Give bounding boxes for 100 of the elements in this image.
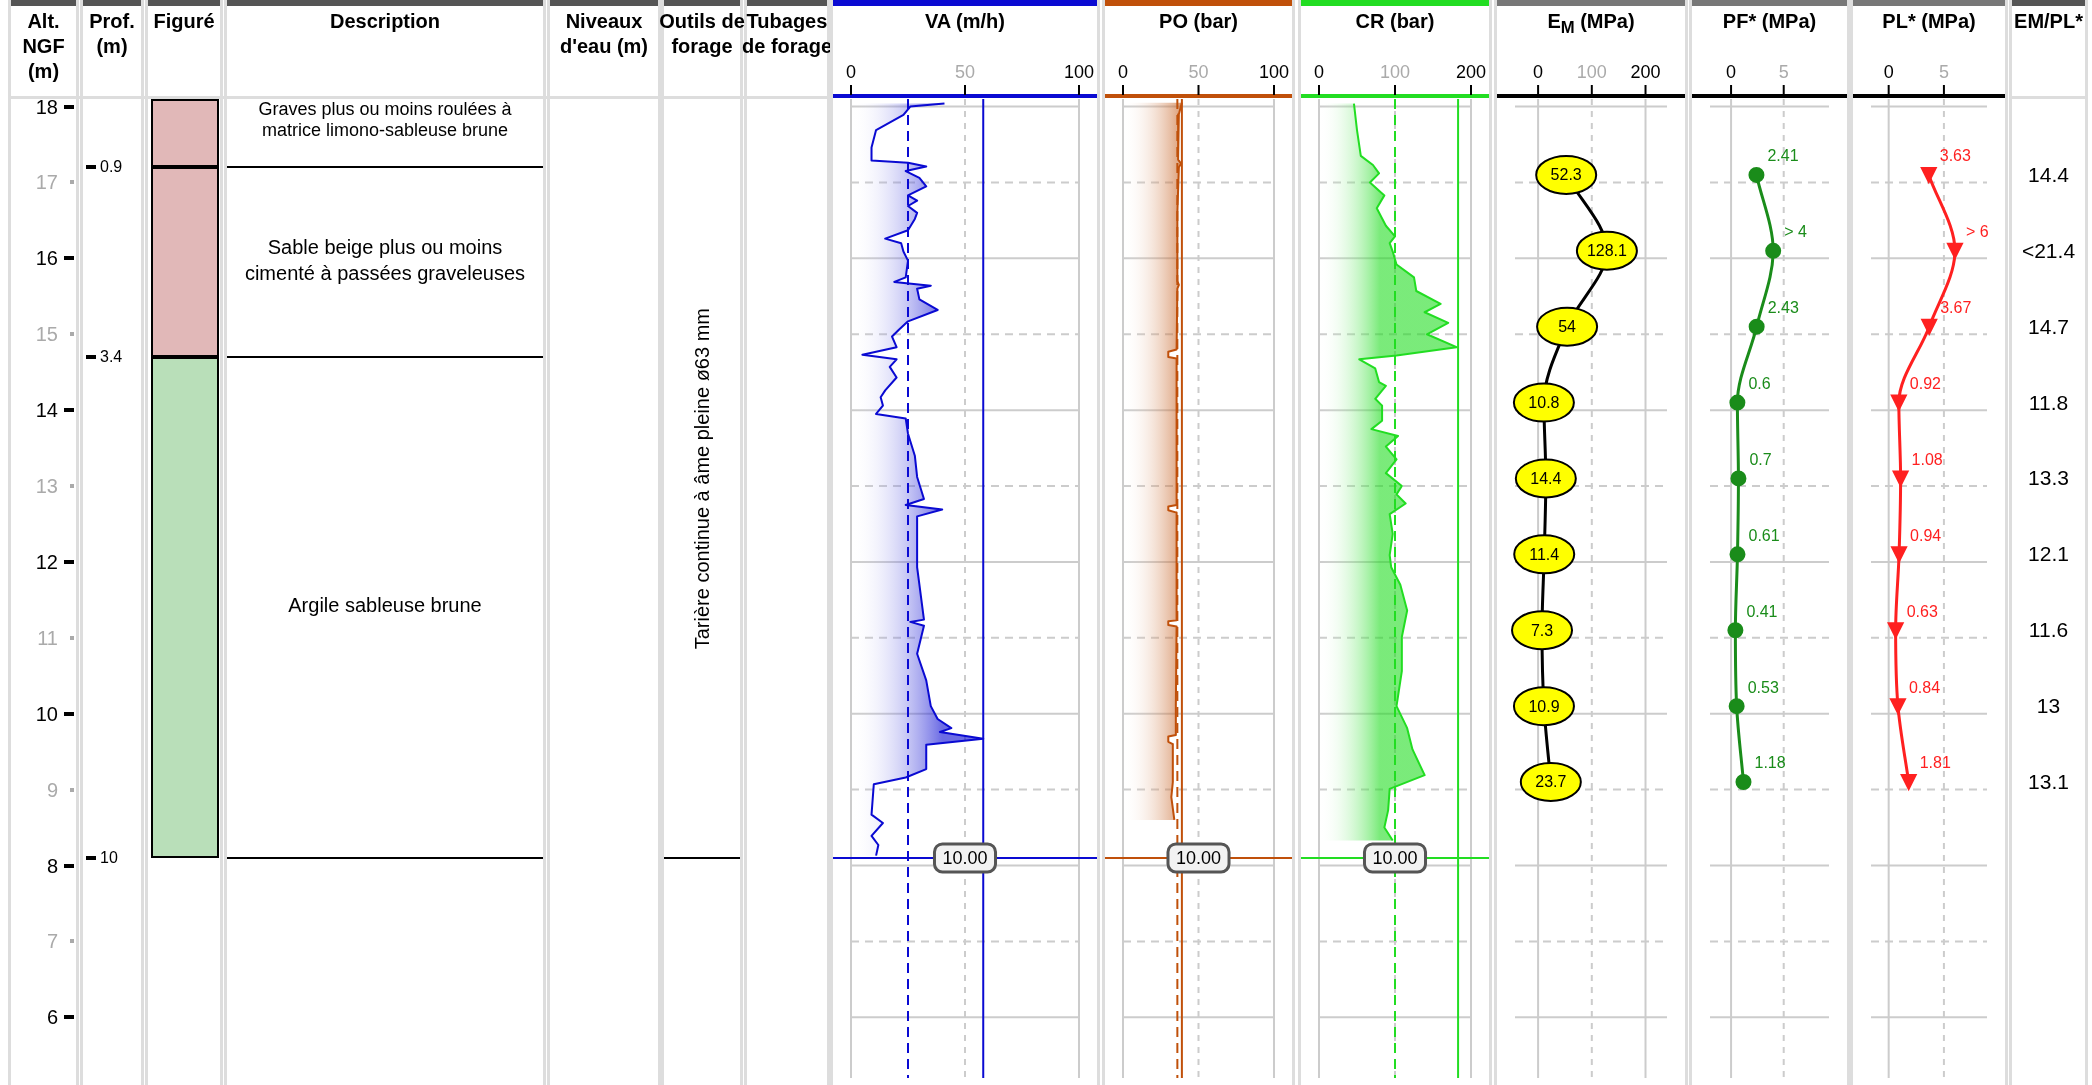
x-tick-label: 100 <box>1576 61 1607 82</box>
data-label: 54 <box>1558 318 1577 336</box>
point <box>1748 318 1765 335</box>
data-label: 10.8 <box>1528 393 1560 411</box>
x-tick-label: Figuré <box>152 9 216 34</box>
data-label: 11.4 <box>1529 545 1560 563</box>
category-label: 13.3 <box>2027 465 2070 492</box>
point <box>1946 242 1963 259</box>
chart-title: CR (bar) <box>1354 9 1436 34</box>
data-label: 128.1 <box>1586 242 1628 260</box>
y2-tick-label: 6 <box>45 1005 58 1030</box>
x-tick-label: 0 <box>1883 61 1894 82</box>
data-label: 52.3 <box>1550 166 1582 184</box>
point <box>1727 622 1744 639</box>
point <box>1920 166 1937 183</box>
y2-tick-label: 8 <box>45 853 58 878</box>
data-label: 3.67 <box>1940 299 1972 317</box>
category-label: 11.8 <box>2027 389 2070 416</box>
data-label: 2.43 <box>1767 299 1799 317</box>
annotation: 10.00 <box>1372 847 1418 868</box>
x-tick-label: 100 <box>1258 61 1290 82</box>
x-tick-label: 0 <box>1533 61 1544 82</box>
chart-title: PF* (MPa) <box>1721 9 1818 34</box>
y2-tick-label: 18 <box>34 94 58 119</box>
x-tick-label: 100 <box>1063 61 1095 82</box>
annotation: 10.00 <box>942 847 988 868</box>
y2-tick-label: 10 <box>34 701 58 726</box>
annotation: 10.00 <box>1175 847 1222 868</box>
y-tick-label: 0.9 <box>100 157 124 178</box>
point <box>1887 622 1904 639</box>
y2-tick-label: 9 <box>45 777 58 802</box>
bar <box>150 356 220 859</box>
data-label: 0.61 <box>1748 526 1780 544</box>
data-label: 0.7 <box>1749 450 1772 468</box>
point <box>1729 546 1746 563</box>
y2-tick-label: 13 <box>34 474 58 499</box>
data-label: 0.84 <box>1908 678 1941 696</box>
y2-tick-label: 17 <box>34 170 58 195</box>
y2-tick-label: 16 <box>34 246 58 271</box>
y-axis-title: Prof. (m) <box>88 9 136 59</box>
point <box>1891 546 1908 563</box>
x-tick-label: 0 <box>1726 61 1737 82</box>
data-label: 1.81 <box>1919 754 1951 772</box>
data-label: 0.53 <box>1747 678 1779 696</box>
x-tick-label: 50 <box>954 61 976 82</box>
category-label: 14.4 <box>2027 161 2070 188</box>
category-label: 13.1 <box>2027 769 2070 795</box>
data-label: > 6 <box>1965 223 1989 241</box>
category-label: 11.6 <box>2027 617 2070 644</box>
y-tick-label: 3.4 <box>100 347 124 367</box>
y2-tick-label: 11 <box>36 625 58 650</box>
data-label: 14.4 <box>1530 469 1562 487</box>
y2-tick-label: 14 <box>34 398 58 423</box>
category-label: 14.7 <box>2027 313 2070 340</box>
text: Argile sableuse brune <box>288 593 482 619</box>
x-tick-label: 50 <box>1188 61 1209 82</box>
data-label: > 4 <box>1784 223 1807 241</box>
point <box>1765 242 1782 259</box>
point <box>1730 470 1747 487</box>
text: EM/PL* <box>2013 9 2084 34</box>
chart-title: E$_{M}$ (MPa) <box>1546 9 1636 39</box>
data-label: 2.41 <box>1767 147 1799 165</box>
category-label: 13 <box>2035 693 2062 720</box>
point <box>1729 394 1746 411</box>
data-label: 23.7 <box>1535 773 1567 791</box>
data-label: 7.3 <box>1530 621 1554 639</box>
point <box>1748 166 1765 183</box>
data-label: 10.9 <box>1528 697 1560 715</box>
series-label: Sable beige plus ou moins cimenté à passées graveleuses <box>243 235 527 287</box>
data-label: 3.63 <box>1939 147 1972 165</box>
chart-title: VA (m/h) <box>924 9 1006 34</box>
y2-tick-label: 7 <box>45 929 58 954</box>
chart-title: PL* (MPa) <box>1881 9 1977 34</box>
point <box>1921 318 1938 335</box>
chart-title: PO (bar) <box>1158 9 1239 34</box>
x-tick-label: 200 <box>1630 61 1661 82</box>
x-tick-label: 5 <box>1778 61 1789 82</box>
x-tick-label: 5 <box>1938 61 1949 82</box>
bar <box>150 98 220 169</box>
text: Description <box>329 9 441 34</box>
x-tick-label: 200 <box>1455 61 1487 82</box>
point <box>1728 698 1745 715</box>
x-tick-label: 0 <box>1313 61 1325 82</box>
data-label: 0.92 <box>1909 374 1942 392</box>
data-label: 1.08 <box>1911 450 1943 468</box>
point <box>1900 774 1917 791</box>
data-label: 0.6 <box>1748 374 1771 392</box>
data-label: 0.41 <box>1746 602 1778 620</box>
y-tick-label: 10 <box>100 847 119 868</box>
text: Tarière continue à âme pleine ø63 mm <box>690 307 714 650</box>
point <box>1735 774 1752 791</box>
bar <box>150 166 220 359</box>
data-label: 1.18 <box>1754 754 1786 772</box>
point <box>1889 698 1906 715</box>
point <box>1890 394 1907 411</box>
point <box>1892 470 1909 487</box>
text: Niveaux d'eau (m) <box>559 10 649 57</box>
y2-tick-label: 15 <box>34 322 58 347</box>
x-tick-label: 100 <box>1379 61 1411 82</box>
y2-tick-label: 12 <box>34 549 58 574</box>
